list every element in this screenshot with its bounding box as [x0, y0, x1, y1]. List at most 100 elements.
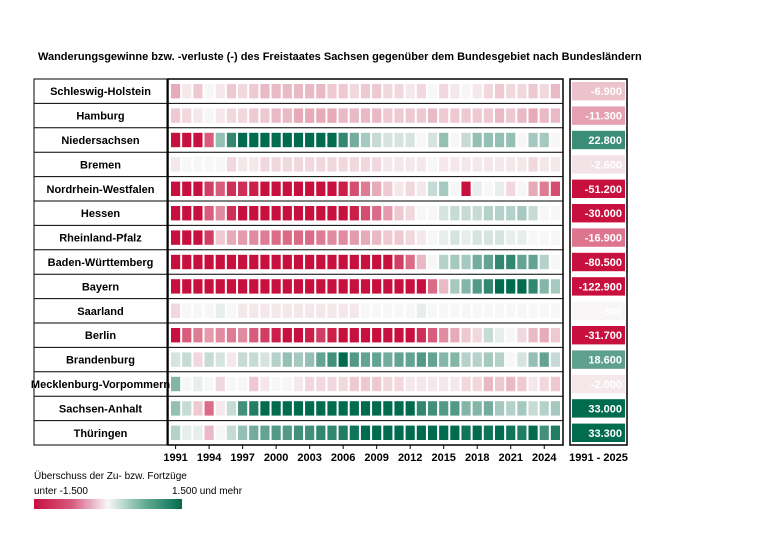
heatmap-cell [494, 84, 505, 99]
heatmap-cell [528, 303, 538, 318]
heatmap-cell [293, 352, 304, 367]
heatmap-cell [260, 132, 270, 148]
heatmap-cell [494, 279, 505, 294]
heatmap-cell [204, 230, 214, 245]
heatmap-cell [450, 230, 460, 245]
total-cell [572, 326, 625, 345]
heatmap-cell [327, 279, 337, 294]
heatmap-cell [182, 279, 192, 294]
heatmap-cell [450, 376, 460, 392]
heatmap-cell [271, 157, 281, 172]
total-column-frame [569, 78, 628, 446]
heatmap-cell [383, 108, 393, 123]
heatmap-cell [271, 425, 281, 440]
heatmap-cell [450, 157, 460, 172]
heatmap-cell [316, 132, 326, 148]
heatmap-cell [372, 181, 382, 196]
heatmap-cell [550, 352, 560, 367]
heatmap-cell [316, 254, 326, 270]
total-cell [572, 350, 625, 369]
heatmap-cell [215, 84, 225, 99]
heatmap-cell [204, 157, 214, 172]
heatmap-cell [271, 132, 281, 148]
heatmap-cell [249, 206, 259, 221]
heatmap-cell [439, 108, 449, 123]
heatmap-cell [494, 181, 505, 196]
heatmap-cell [327, 181, 337, 196]
heatmap-cell [539, 303, 549, 318]
label-column-frame [33, 78, 168, 446]
heatmap-cell [349, 206, 359, 221]
total-value: -2.000 [591, 379, 622, 391]
heatmap-cell [360, 230, 371, 245]
heatmap-cell [293, 157, 304, 172]
heatmap-cell [238, 254, 248, 270]
heatmap-cell [427, 303, 438, 318]
heatmap-cell [528, 108, 538, 123]
heatmap-cell [360, 108, 371, 123]
heatmap-cell [338, 132, 348, 148]
heatmap-cell [293, 303, 304, 318]
heatmap-cell [193, 401, 203, 416]
heatmap-cell [494, 157, 505, 172]
heatmap-cell [249, 132, 259, 148]
heatmap-cell [416, 132, 426, 148]
heatmap-cell [327, 328, 337, 343]
heatmap-cell [372, 254, 382, 270]
x-tick-label: 2021 [498, 452, 522, 464]
heatmap-cell [316, 352, 326, 367]
heatmap-cell [215, 132, 225, 148]
heatmap-cell [372, 303, 382, 318]
heatmap-cell [204, 254, 214, 270]
row-label: Nordrhein-Westfalen [47, 184, 155, 196]
heatmap-cell [271, 401, 281, 416]
heatmap-cell [450, 352, 460, 367]
heatmap-cell [182, 84, 192, 99]
heatmap-cell [305, 132, 315, 148]
chart-title: Wanderungsgewinne bzw. -verluste (-) des… [38, 51, 642, 63]
heatmap-cell [204, 181, 214, 196]
heatmap-cell [305, 254, 315, 270]
heatmap-cell [539, 279, 549, 294]
heatmap-cell [405, 303, 415, 318]
grid-frame [167, 78, 564, 446]
heatmap-cell [327, 352, 337, 367]
heatmap-cell [372, 328, 382, 343]
row-label: Mecklenburg-Vorpommern [31, 379, 170, 391]
heatmap-cell [193, 181, 203, 196]
heatmap-cell [539, 376, 549, 392]
total-value: 18.600 [588, 355, 622, 367]
heatmap-cell [461, 328, 471, 343]
total-value: 33.000 [588, 403, 622, 415]
row-label: Saarland [77, 306, 123, 318]
heatmap-cell [360, 279, 371, 294]
heatmap-cell [439, 230, 449, 245]
legend-high-label: 1.500 und mehr [172, 486, 243, 497]
heatmap-cell [528, 206, 538, 221]
heatmap-cell [215, 230, 225, 245]
heatmap-cell [282, 376, 292, 392]
heatmap-cell [226, 108, 237, 123]
heatmap-cell [416, 401, 426, 416]
heatmap-cell [215, 303, 225, 318]
heatmap-cell [472, 425, 482, 440]
heatmap-cell [293, 132, 304, 148]
heatmap-cell [215, 425, 225, 440]
heatmap-cell [338, 108, 348, 123]
heatmap-cell [494, 328, 505, 343]
heatmap-cell [427, 425, 438, 440]
total-value: -16.900 [585, 233, 622, 245]
heatmap-cell [472, 206, 482, 221]
heatmap-cell [550, 401, 560, 416]
heatmap-cell [461, 230, 471, 245]
heatmap-cell [215, 376, 225, 392]
heatmap-cell [349, 230, 359, 245]
heatmap-cell [349, 279, 359, 294]
heatmap-cell [260, 352, 270, 367]
heatmap-cell [383, 206, 393, 221]
heatmap-cell [383, 84, 393, 99]
heatmap-cell [305, 376, 315, 392]
heatmap-cell [282, 425, 292, 440]
legend-color-bar [34, 499, 182, 509]
heatmap-cell [550, 108, 560, 123]
